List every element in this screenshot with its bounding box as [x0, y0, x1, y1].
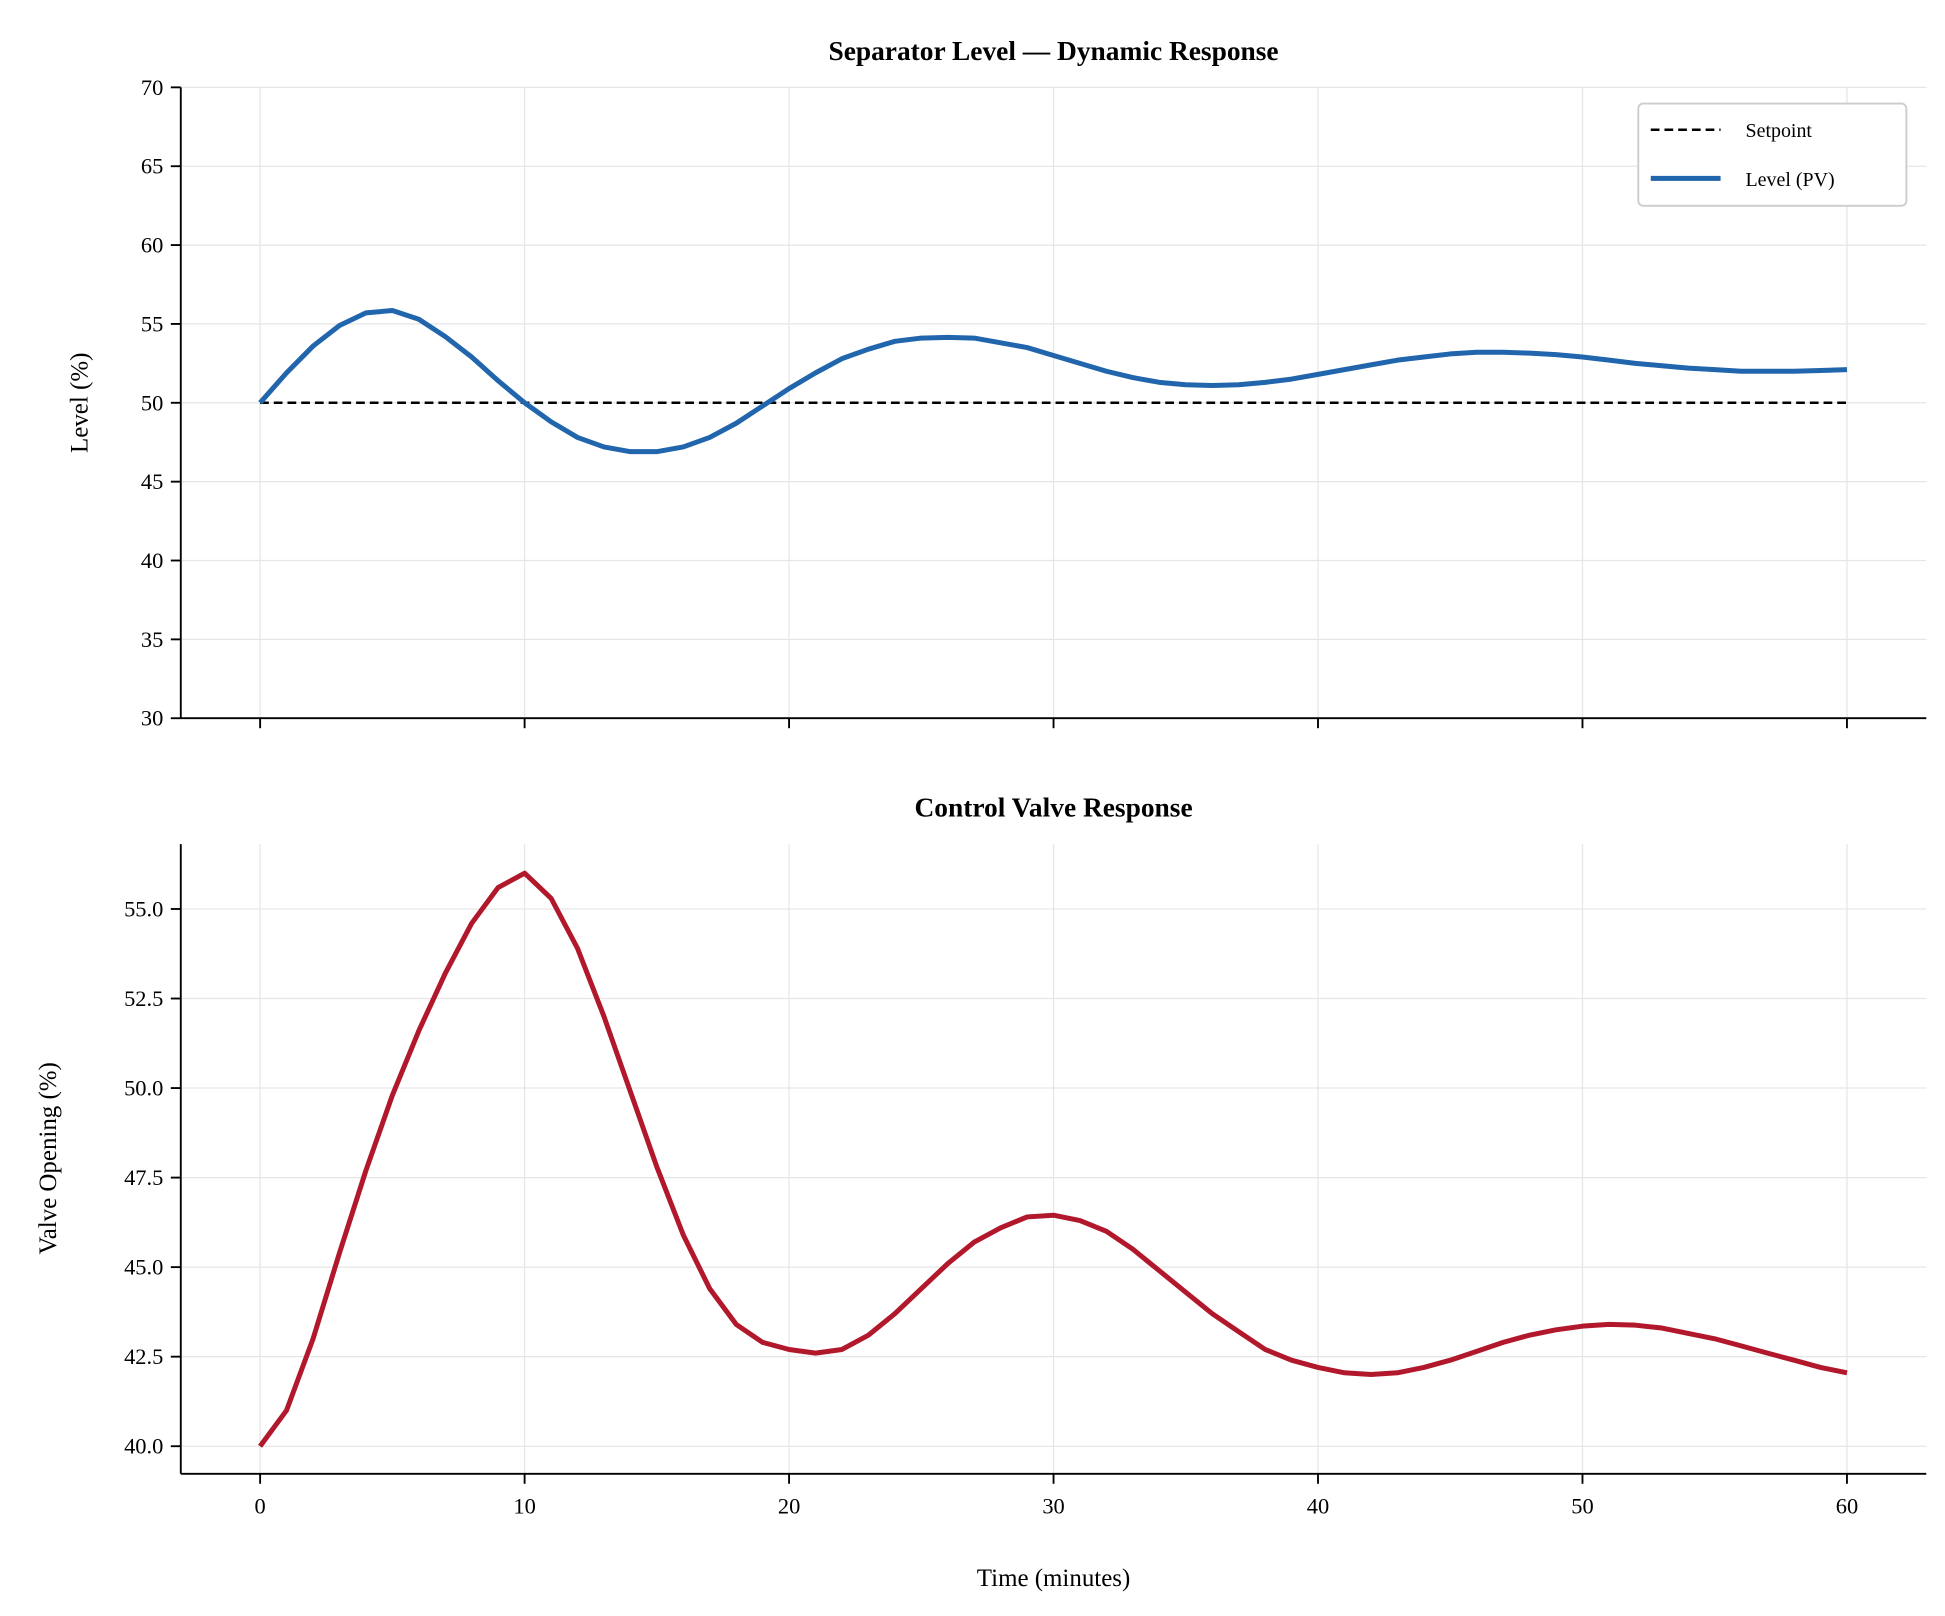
- bottom-chart-title: Control Valve Response: [914, 793, 1192, 823]
- x-tick-label: 40: [1307, 1494, 1329, 1519]
- x-tick-label: 50: [1571, 1494, 1593, 1519]
- legend-setpoint-label: Setpoint: [1746, 120, 1813, 142]
- y-tick-label: 52.5: [124, 986, 163, 1011]
- y-tick-label: 55.0: [124, 896, 163, 921]
- y-tick-label: 47.5: [124, 1165, 163, 1190]
- y-tick-label: 40: [141, 548, 163, 573]
- top-y-axis-label: Level (%): [66, 353, 93, 453]
- valve-opening-series-line: [258, 870, 1848, 1448]
- y-tick-label: 42.5: [124, 1344, 163, 1369]
- bottom-y-axis-label: Valve Opening (%): [35, 1062, 62, 1254]
- x-axis-label: Time (minutes): [977, 1565, 1130, 1592]
- legend: Setpoint Level (PV): [1637, 102, 1908, 207]
- y-tick-label: 50.0: [124, 1076, 163, 1101]
- y-tick-label: 70: [141, 75, 163, 100]
- y-tick-label: 40.0: [124, 1434, 163, 1459]
- y-tick-label: 45: [141, 469, 163, 494]
- level-pv-series-line: [258, 308, 1848, 455]
- y-tick-label: 65: [141, 154, 163, 179]
- y-tick-label: 60: [141, 233, 163, 258]
- top-plot-area: 30 35 40 45 50 55 60 65 70: [141, 75, 1927, 731]
- y-tick-label: 35: [141, 627, 163, 652]
- legend-level-label: Level (PV): [1746, 169, 1835, 191]
- bottom-plot-area: 0 10 20 30 40 50 60 40.0 42.5 45.0 47.5 50.0 52.5 55.…: [124, 844, 1927, 1519]
- y-tick-label: 30: [141, 706, 163, 731]
- x-tick-label: 20: [778, 1494, 800, 1519]
- x-tick-label: 60: [1836, 1494, 1858, 1519]
- x-tick-label: 10: [513, 1494, 535, 1519]
- y-tick-label: 50: [141, 390, 163, 415]
- x-tick-label: 0: [255, 1494, 266, 1519]
- x-tick-label: 30: [1042, 1494, 1064, 1519]
- y-tick-label: 55: [141, 311, 163, 336]
- y-tick-label: 45.0: [124, 1255, 163, 1280]
- top-chart-title: Separator Level — Dynamic Response: [828, 36, 1278, 66]
